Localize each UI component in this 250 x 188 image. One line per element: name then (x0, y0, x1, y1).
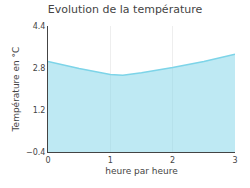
svg-text:−0.4: −0.4 (26, 148, 45, 157)
svg-text:Evolution de la température: Evolution de la température (48, 3, 203, 16)
svg-text:4.4: 4.4 (33, 22, 46, 31)
svg-text:3: 3 (232, 156, 237, 165)
svg-text:heure par heure: heure par heure (105, 166, 178, 176)
svg-text:0: 0 (45, 156, 50, 165)
svg-text:Température en °C: Température en °C (11, 47, 21, 133)
svg-text:2.8: 2.8 (33, 64, 46, 73)
svg-text:2: 2 (170, 156, 175, 165)
svg-text:1.2: 1.2 (33, 106, 46, 115)
svg-text:1: 1 (108, 156, 113, 165)
